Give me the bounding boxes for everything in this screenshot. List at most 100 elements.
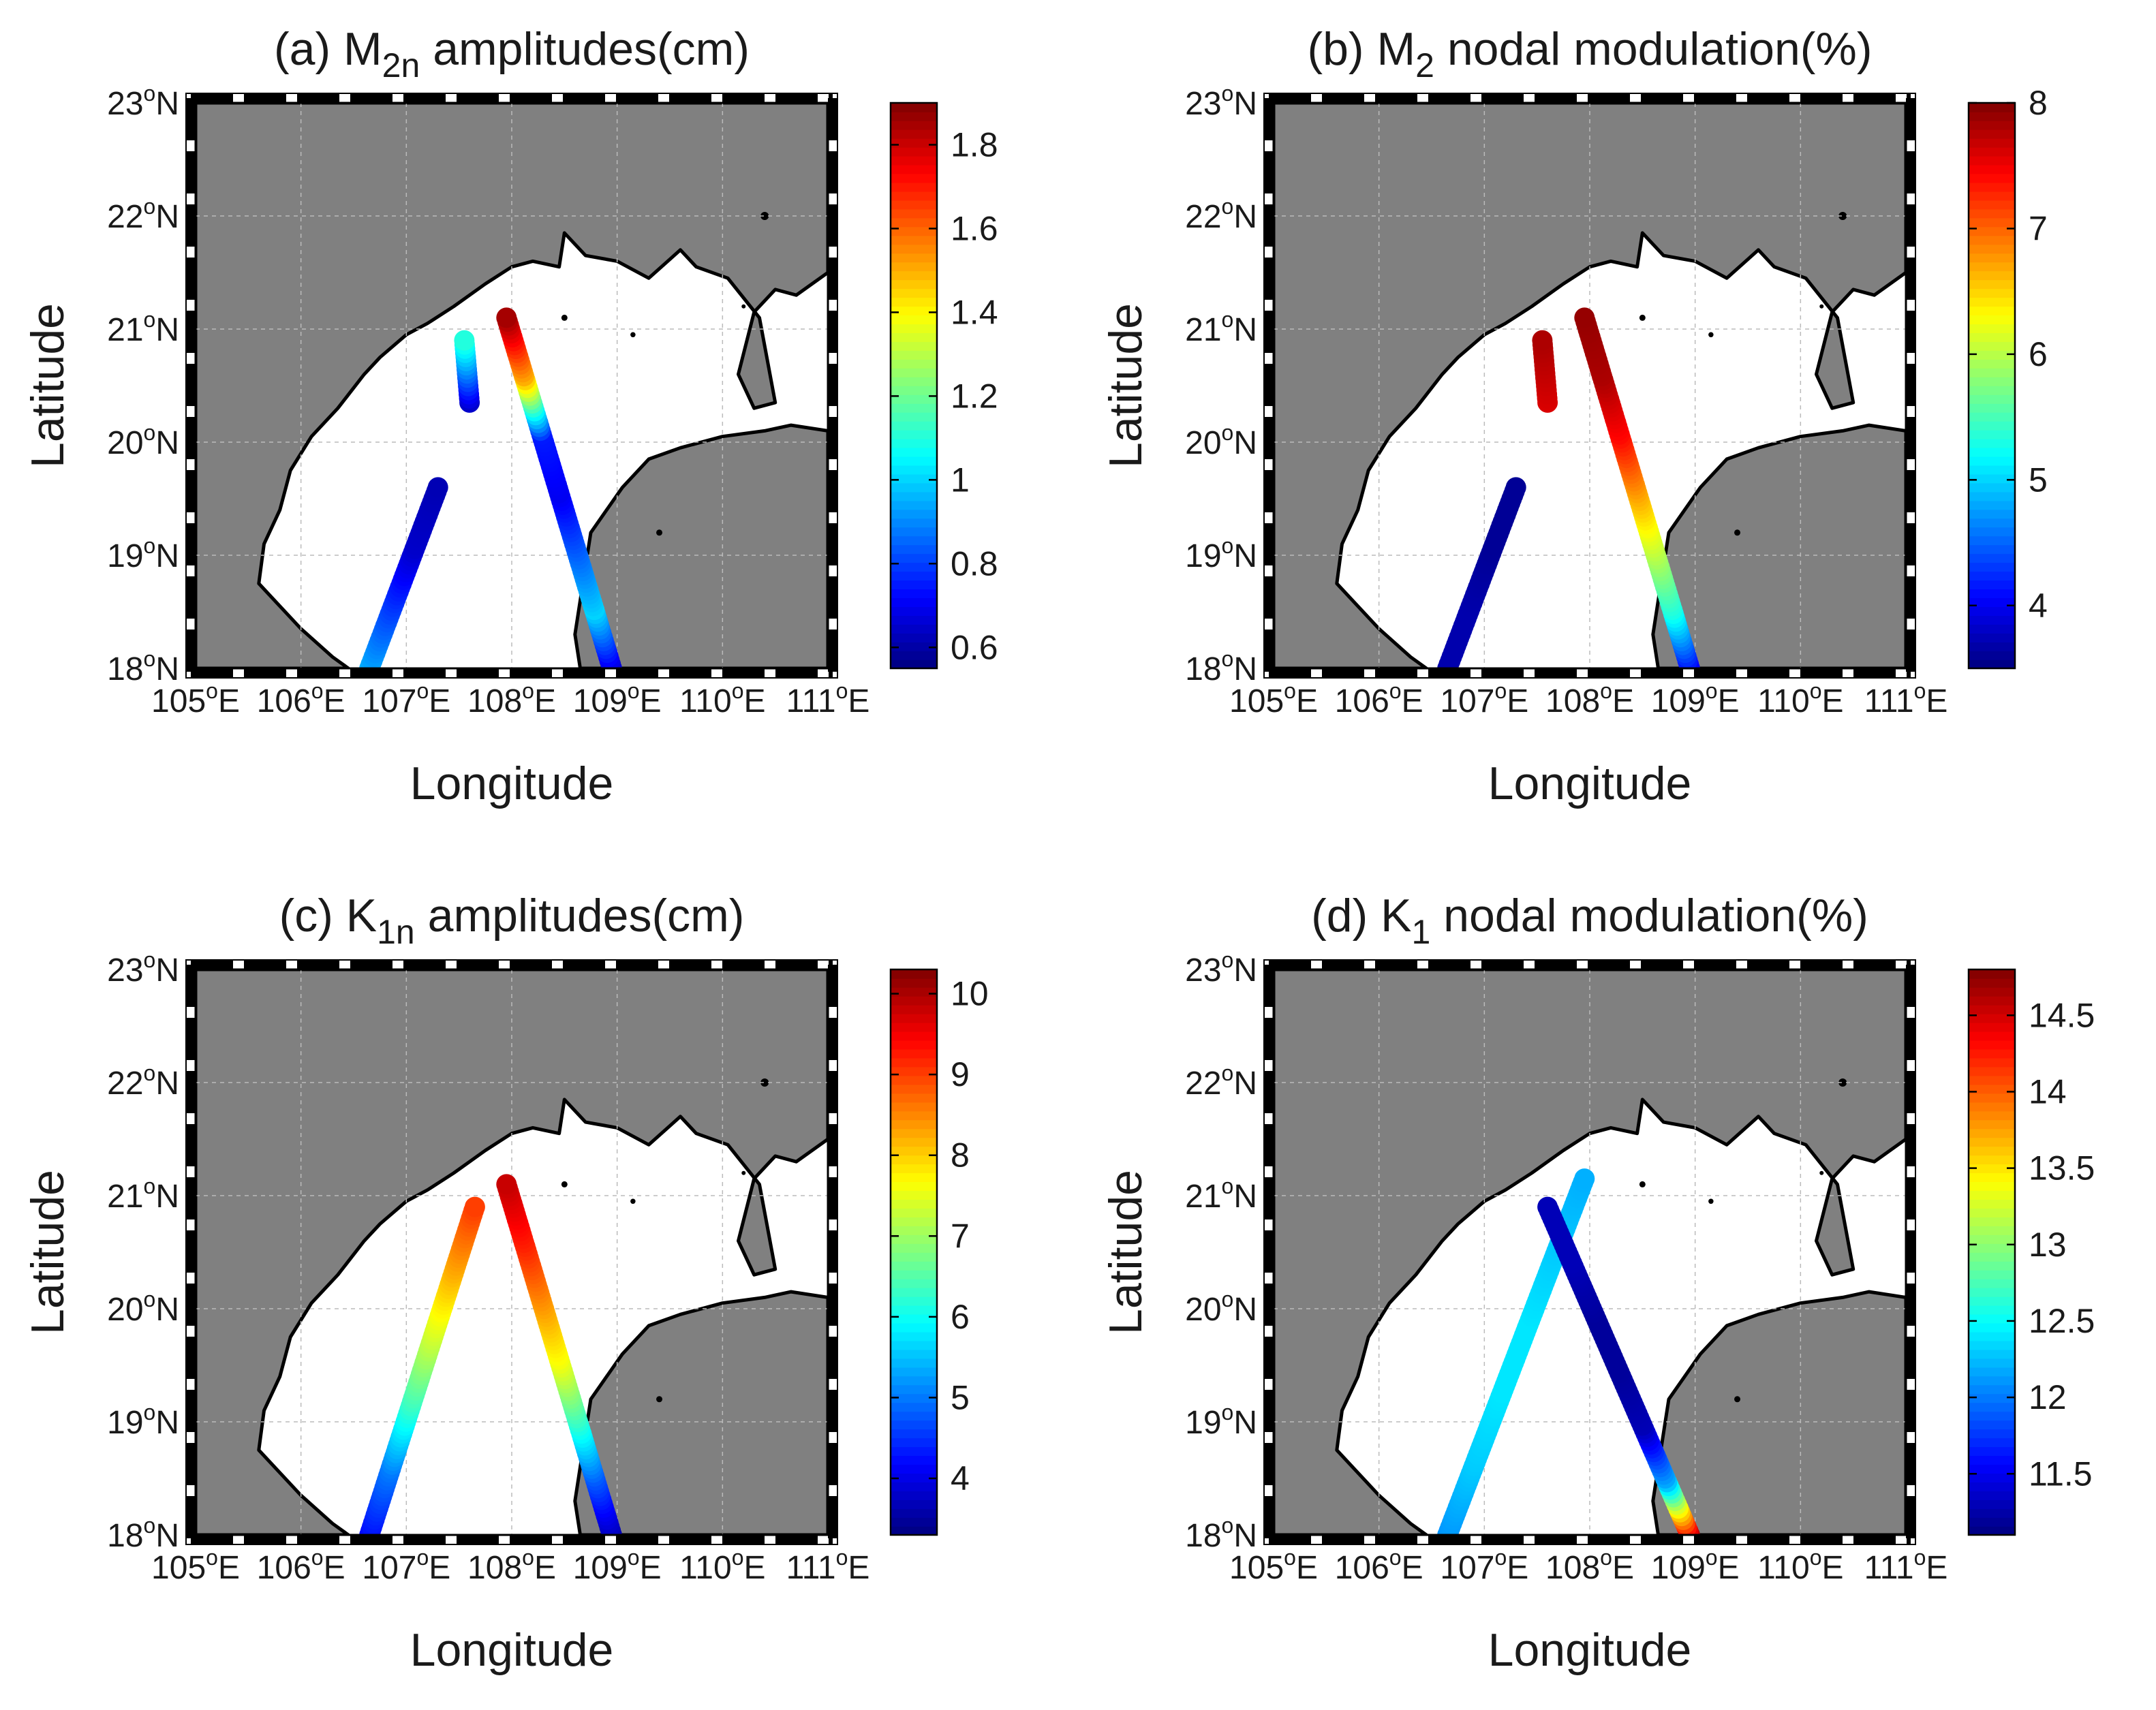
colorbar-segment [1969,978,2015,988]
colorbar-segment [1969,1269,2015,1279]
colorbar-segment [891,633,937,642]
lat-tick-label: 19oN [1185,533,1257,574]
islet [630,332,636,338]
colorbar-segment [891,978,937,988]
colorbar-tick-label: 4 [2029,587,2048,625]
colorbar-segment [891,1119,937,1130]
colorbar-segment [1969,1313,2015,1324]
track-1 [359,477,448,668]
colorbar-segment [1969,535,2015,546]
colorbar-segment [1969,580,2015,590]
colorbar-segment [1969,544,2015,555]
colorbar-tick-label: 8 [2029,84,2048,122]
lon-tick-label: 109oE [573,1545,662,1586]
lon-tick-label: 105oE [1229,679,1318,719]
islet [1708,332,1714,338]
colorbar-segment [891,1004,937,1014]
lon-tick-label: 106oE [257,679,345,719]
panel-title-rest: nodal modulation(%) [1430,890,1868,942]
colorbar-segment [891,1331,937,1341]
lon-tick-label: 109oE [1651,1545,1740,1586]
colorbar-segment [891,244,937,254]
colorbar-segment [1969,1508,2015,1518]
colorbar-segment [891,341,937,351]
colorbar-segment [891,1446,937,1457]
colorbar-segment [1969,1402,2015,1412]
lon-tick-label: 110oE [1757,1545,1843,1586]
colorbar-segment [891,1411,937,1421]
lon-tick-label: 110oE [679,1545,765,1586]
colorbar-tick-label: 9 [951,1055,970,1093]
colorbar-segment [1969,1367,2015,1377]
islet [656,529,663,536]
panel-title-main: (a) M [274,23,382,75]
colorbar-tick-label: 12 [2029,1378,2067,1416]
lon-tick-label: 107oE [362,679,450,719]
colorbar-frame [1967,968,2016,1536]
lat-tick-label: 21oN [1185,307,1257,348]
colorbar-segment [891,200,937,210]
colorbar-tick-label: 7 [2029,209,2048,247]
track-point [464,1196,485,1217]
colorbar-segment [891,659,937,669]
lon-tick-label: 106oE [1335,1545,1423,1586]
colorbar-segment [1969,571,2015,581]
lat-tick-label: 18oN [107,647,179,687]
colorbar-segment [1969,411,2015,422]
mainland-coast [196,103,828,668]
colorbar-segment [1969,1190,2015,1200]
track-1 [1437,1168,1595,1535]
colorbar-segment [891,1190,937,1200]
colorbar-tick-label: 13.5 [2029,1149,2095,1187]
colorbar-segment [1969,1040,2015,1050]
lat-tick-label: 20oN [1185,1287,1257,1328]
panel-d: 105oE 106oE 107oE 108oE 109oE 110oE 111oE 18oN 1… [1100,890,2095,1676]
colorbar-segment [891,1084,937,1094]
colorbar-segment [1969,1296,2015,1306]
colorbar-segment [1969,659,2015,669]
colorbar-tick-label: 6 [951,1298,970,1336]
lon-tick-label: 109oE [573,679,662,719]
lon-tick-label: 105oE [151,1545,240,1586]
colorbar-segment [1969,1234,2015,1244]
colorbar-segment [1969,1066,2015,1076]
colorbar-segment [891,359,937,369]
islet [1819,1170,1824,1175]
colorbar: 4 5 6 7 8 [1967,84,2048,670]
islet [1639,1181,1646,1187]
panel-title-main: (c) K [279,890,378,942]
lat-tick-label: 21oN [107,1174,179,1215]
colorbar-segment [1969,606,2015,616]
colorbar-segment [1969,1446,2015,1457]
colorbar-tick-label: 11.5 [2029,1455,2093,1493]
lat-tick-label: 22oN [107,194,179,235]
colorbar-segment [891,1172,937,1183]
colorbar-segment [891,1305,937,1315]
colorbar-segment [1969,527,2015,537]
colorbar-segment [891,332,937,342]
colorbar-segment [891,279,937,290]
hainan-island [573,1290,828,1535]
colorbar-segment [891,1252,937,1262]
colorbar-segment [1969,173,2015,183]
lon-tick-label: 111oE [1864,1545,1948,1586]
islet [1639,314,1646,321]
colorbar-segment [891,1181,937,1192]
islet [561,1181,568,1187]
colorbar-segment [891,1278,937,1288]
colorbar-segment [891,155,937,166]
colorbar: 11.5 12 12.5 13 13.5 14 14.5 [1967,968,2095,1536]
colorbar-segment [1969,244,2015,254]
track-point [1537,1196,1558,1217]
colorbar-segment [1969,491,2015,501]
colorbar-segment [891,191,937,201]
colorbar-segment [891,1358,937,1368]
colorbar-segment [891,288,937,298]
lat-tick-label: 23oN [107,81,179,122]
colorbar-segment [1969,1349,2015,1359]
lon-tick-label: 109oE [1651,679,1740,719]
lat-tick-label: 22oN [1185,194,1257,235]
lon-tick-label: 105oE [1229,1545,1318,1586]
colorbar-segment [891,1473,937,1482]
colorbar-segment [1969,1517,2015,1527]
